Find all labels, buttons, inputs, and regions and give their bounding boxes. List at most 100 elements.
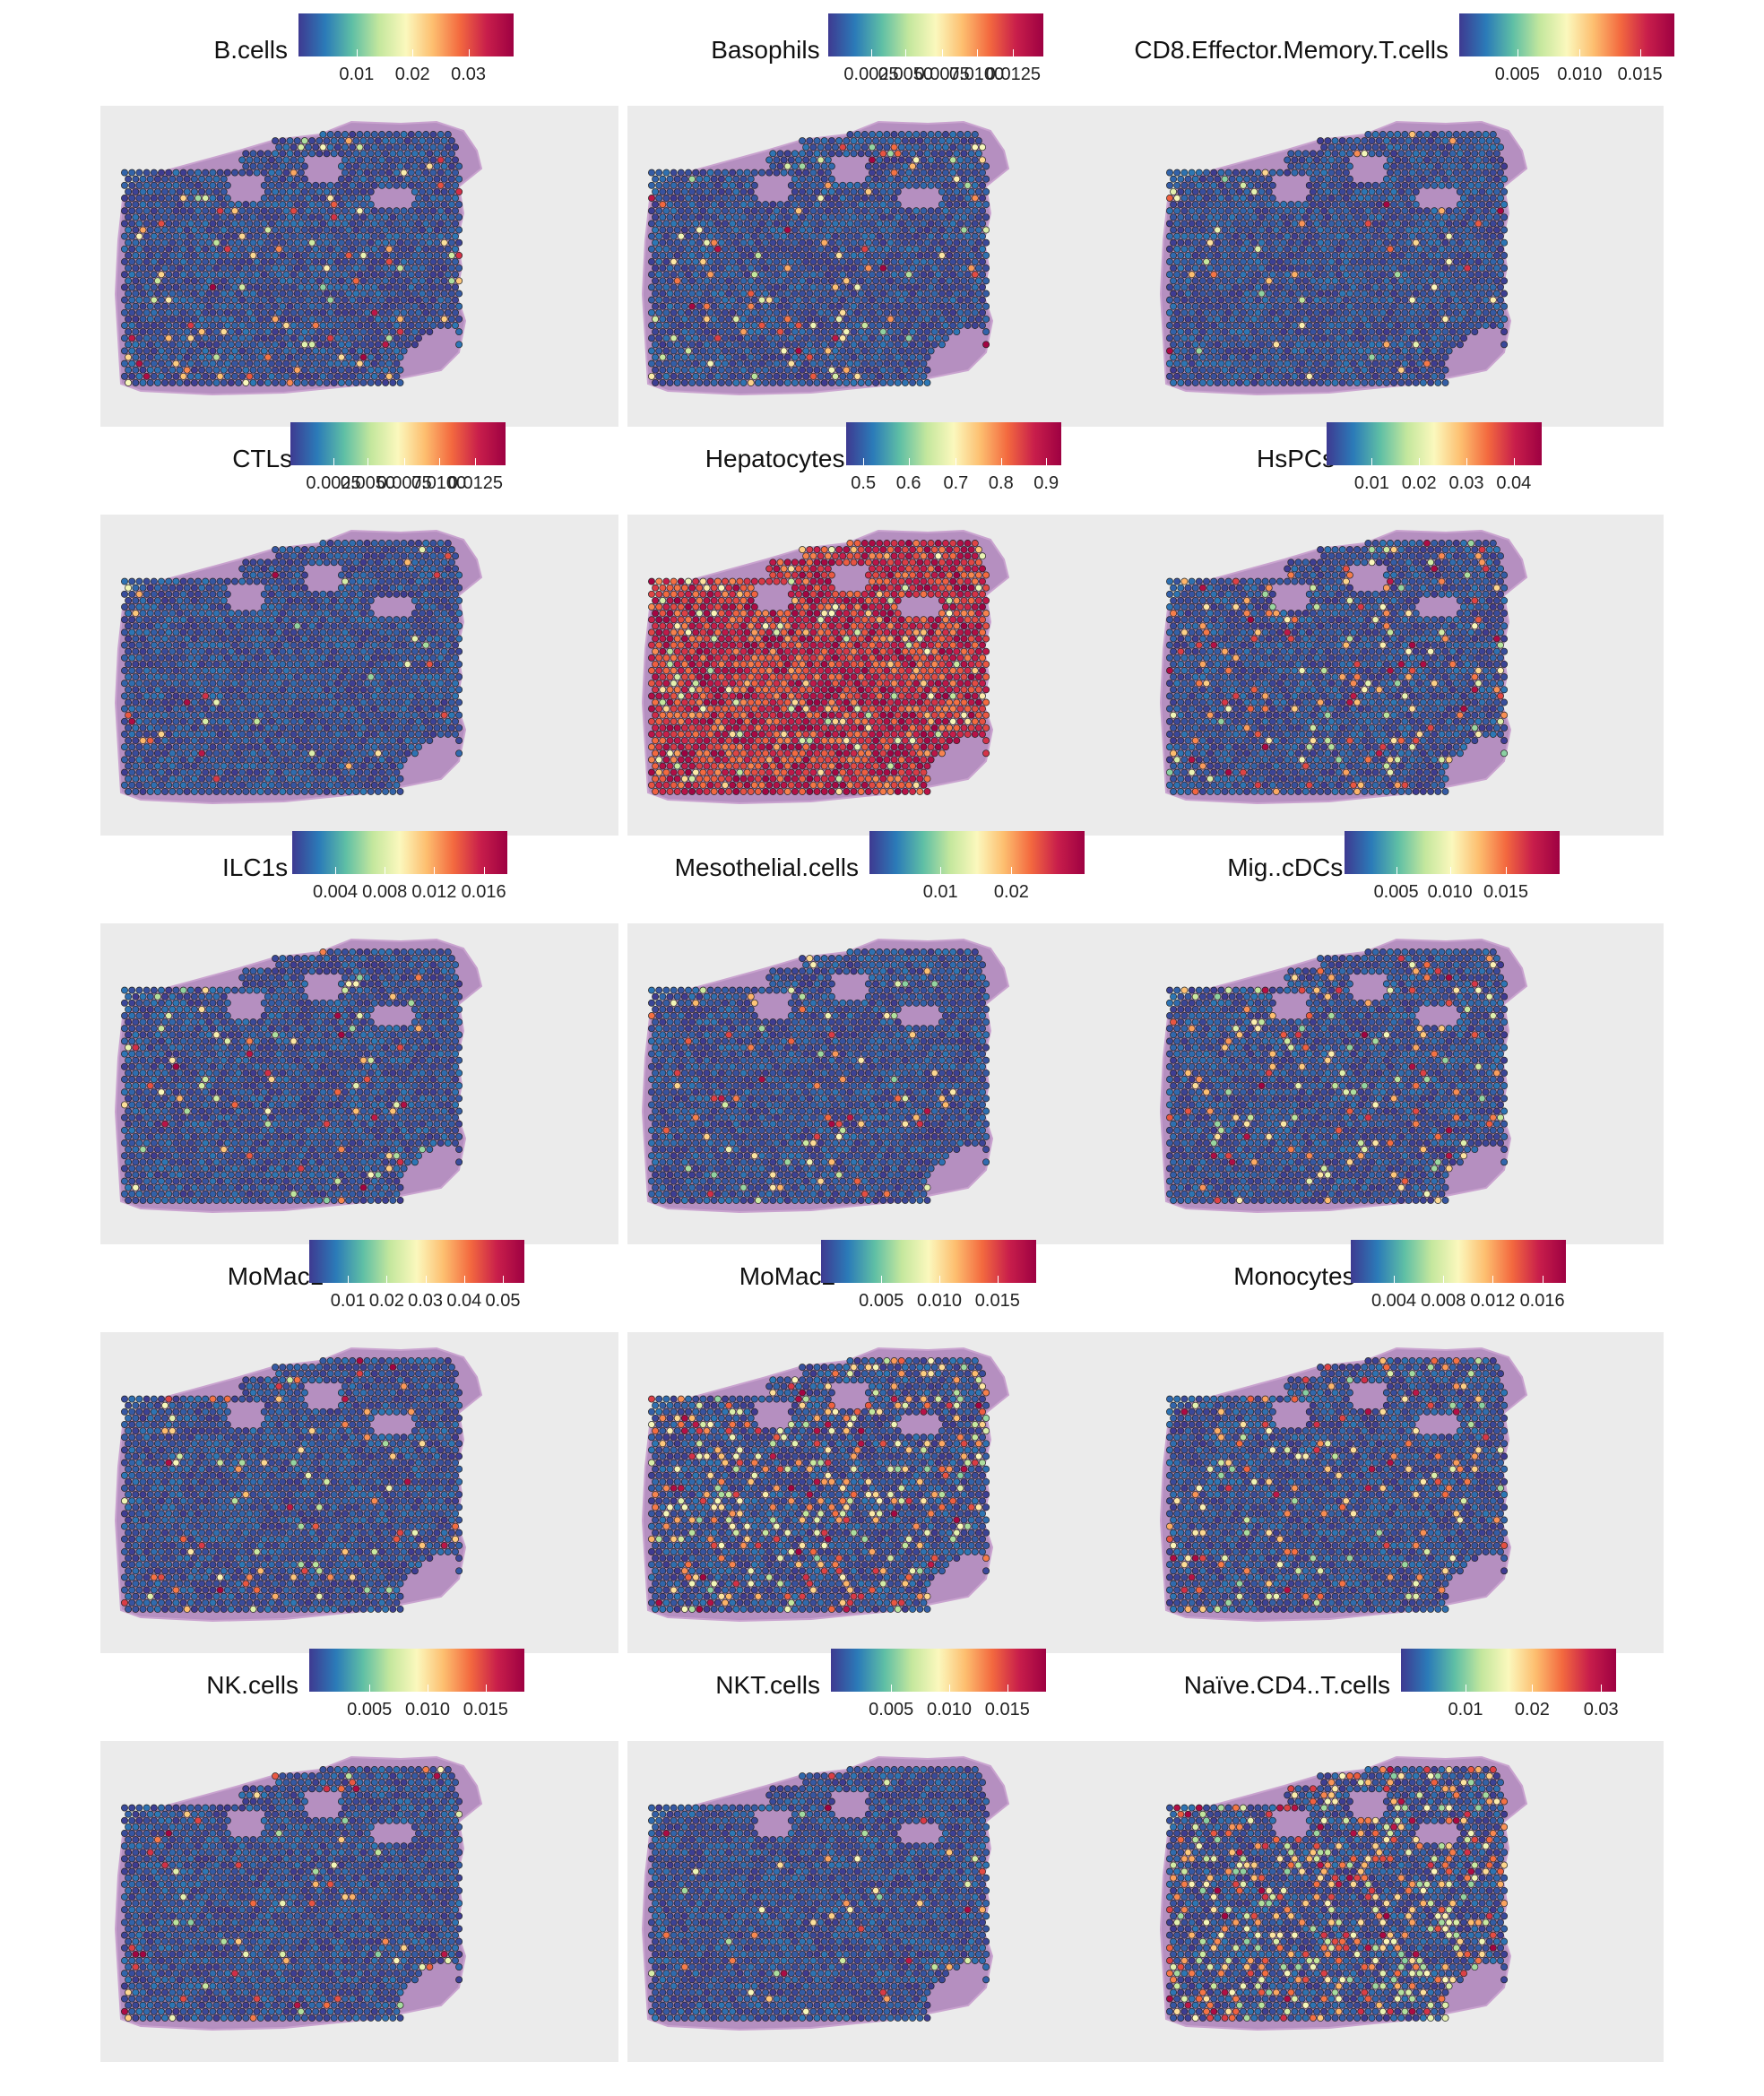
spot	[305, 296, 312, 304]
spot	[758, 169, 765, 177]
spot	[886, 378, 895, 386]
spot	[964, 195, 972, 202]
spot	[832, 308, 839, 316]
spot	[1280, 264, 1288, 273]
spot	[864, 187, 872, 195]
spot	[1184, 277, 1192, 285]
spot	[205, 353, 213, 361]
spot	[139, 175, 147, 183]
spot	[1408, 372, 1416, 380]
spot	[253, 156, 261, 164]
spot	[316, 378, 324, 386]
spot	[143, 195, 151, 202]
spot	[382, 353, 390, 361]
spot	[1448, 328, 1457, 336]
spot	[1434, 238, 1442, 247]
spot	[220, 328, 228, 336]
spot	[1350, 220, 1357, 228]
spot	[389, 546, 397, 554]
colorbar-tick-mark	[438, 458, 440, 465]
spot	[411, 290, 419, 298]
spot	[1173, 232, 1181, 240]
spot	[1240, 220, 1247, 228]
spot	[290, 245, 298, 253]
spot	[864, 213, 872, 221]
spot	[1265, 302, 1273, 310]
spot	[729, 258, 737, 265]
spot	[290, 283, 298, 291]
spot	[696, 366, 704, 374]
spot	[787, 283, 795, 291]
spot	[799, 290, 807, 298]
spot	[666, 251, 674, 259]
spot	[1210, 181, 1218, 189]
spot	[1272, 290, 1280, 298]
spot	[787, 245, 795, 253]
spot	[850, 366, 858, 374]
spot	[153, 366, 161, 374]
spot	[326, 347, 334, 355]
spot	[666, 290, 674, 298]
spot	[374, 546, 382, 554]
spot	[1338, 201, 1346, 209]
spot	[750, 308, 758, 316]
spot	[1492, 277, 1500, 285]
spot	[758, 347, 765, 355]
spot	[323, 213, 331, 221]
spot	[264, 251, 272, 259]
spot	[440, 238, 448, 247]
spot	[403, 328, 411, 336]
spot	[688, 187, 696, 195]
spot	[736, 283, 744, 291]
spot	[743, 232, 751, 240]
spot	[1434, 137, 1442, 145]
spot	[1173, 169, 1181, 177]
spot	[337, 315, 345, 323]
spot	[1301, 226, 1310, 234]
spot	[349, 143, 357, 152]
spot	[905, 181, 912, 189]
spot	[938, 328, 946, 336]
spot	[411, 251, 419, 259]
spot	[739, 353, 748, 361]
spot	[743, 271, 751, 279]
spot	[853, 232, 861, 240]
spot	[1235, 175, 1243, 183]
spot	[776, 378, 784, 386]
spot	[1482, 195, 1490, 202]
spot	[389, 277, 397, 285]
spot	[209, 308, 217, 316]
spot	[345, 366, 353, 374]
spot	[220, 187, 228, 195]
spot	[407, 322, 415, 329]
spot	[308, 366, 316, 374]
spot	[169, 175, 177, 183]
spot	[736, 232, 744, 240]
spot	[835, 187, 843, 195]
spot	[964, 131, 972, 138]
spot	[846, 296, 854, 304]
spot	[345, 559, 353, 567]
spot	[942, 308, 949, 316]
spot	[411, 546, 419, 554]
spot	[1427, 378, 1435, 386]
spot	[967, 201, 975, 209]
spot	[1474, 283, 1483, 291]
spot	[736, 347, 744, 355]
spot	[363, 347, 371, 355]
spot	[897, 131, 905, 138]
spot	[205, 238, 213, 247]
spot	[869, 359, 876, 368]
spot	[699, 347, 707, 355]
spot	[1228, 302, 1236, 310]
subplot-title: Basophils	[711, 36, 819, 65]
spot	[1438, 143, 1446, 152]
spot	[153, 226, 161, 234]
spot	[1441, 341, 1449, 349]
spot	[956, 322, 964, 329]
spot	[389, 150, 397, 158]
colorbar-tick-label: 0.015	[1618, 65, 1663, 85]
spot	[367, 302, 375, 310]
spot	[1232, 359, 1240, 368]
spot	[1390, 226, 1398, 234]
